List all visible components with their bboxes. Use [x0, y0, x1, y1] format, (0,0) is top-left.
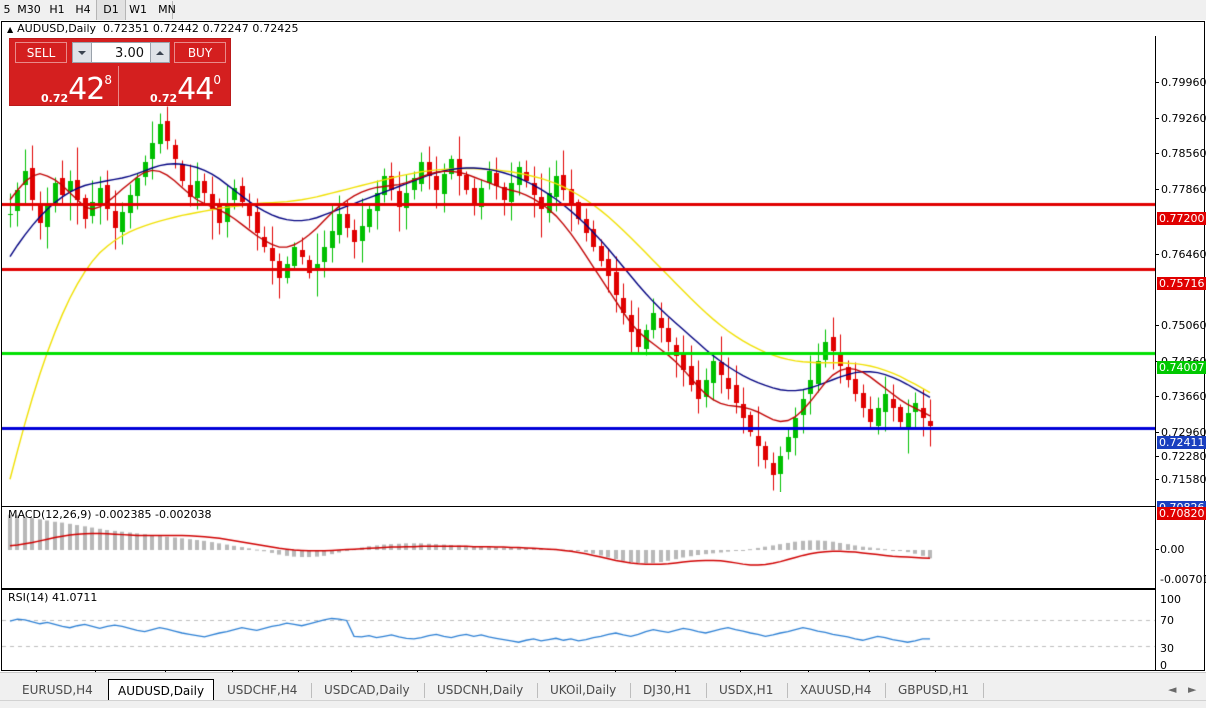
price-tick-label: 0.73660: [1161, 390, 1206, 403]
rsi-label: RSI(14) 41.0711: [8, 591, 98, 604]
price-tick-label: 0.79960: [1161, 76, 1206, 89]
tab-separator: [424, 683, 425, 698]
price-tick-label: 0.76460: [1161, 248, 1206, 261]
timeframe-toolbar: 5 M30 H1 H4 D1 W1 MN: [0, 0, 1206, 20]
level-label-pivot-green[interactable]: 0.74007: [1157, 361, 1206, 374]
price-tick-label: 0.75060: [1161, 319, 1206, 332]
chart-window: ▲ AUDUSD,Daily 0.72351 0.72442 0.72247 0.7…: [1, 21, 1206, 687]
buy-price-prefix: 0.72: [150, 92, 178, 105]
rsi-scale-label: 30: [1160, 642, 1174, 655]
one-click-trading-panel: SELL 3.00 BUY 0.72428 0.72440: [9, 38, 231, 106]
sell-price-quote[interactable]: 0.72428: [13, 66, 119, 106]
volume-increase-button[interactable]: [150, 42, 170, 63]
chart-tab-gbpusd-h1[interactable]: GBPUSD,H1: [898, 683, 969, 697]
price-tick-label: 0.72960: [1161, 426, 1206, 439]
buy-price-fraction: 0: [213, 73, 221, 87]
level-label-resistance-lower[interactable]: 0.75716: [1157, 277, 1206, 290]
timeframe-5[interactable]: 5: [3, 3, 11, 16]
price-tick-label: 0.71580: [1161, 473, 1206, 486]
tab-scroll-next-icon[interactable]: ►: [1188, 683, 1197, 696]
chart-tab-usdcnh-daily[interactable]: USDCNH,Daily: [437, 683, 524, 697]
volume-input[interactable]: 3.00: [92, 42, 150, 63]
macd-pane[interactable]: MACD(12,26,9) -0.002385 -0.002038: [2, 506, 1155, 589]
sell-price-main: 42: [68, 72, 105, 107]
rsi-scale-label: 70: [1160, 614, 1174, 627]
timeframe-w1[interactable]: W1: [129, 3, 147, 16]
timeframe-d1[interactable]: D1: [96, 0, 126, 20]
rsi-pane[interactable]: RSI(14) 41.0711: [2, 589, 1155, 669]
tab-separator: [787, 683, 788, 698]
chevron-up-icon: [156, 50, 164, 55]
macd-label: MACD(12,26,9) -0.002385 -0.002038: [8, 508, 212, 521]
macd-canvas: [2, 507, 1155, 586]
sell-price-prefix: 0.72: [41, 92, 69, 105]
tab-separator: [537, 683, 538, 698]
macd-scale-label: -0.00701: [1160, 573, 1206, 586]
toolbar-separator: [172, 1, 173, 19]
chart-tab-dj30-h1[interactable]: DJ30,H1: [643, 683, 692, 697]
symbol-name: AUDUSD,Daily: [17, 22, 97, 35]
buy-price-main: 44: [177, 72, 214, 107]
chart-tab-bar: EURUSD,H4 AUDUSD,Daily USDCHF,H4 USDCAD,Dai…: [0, 672, 1206, 708]
chevron-down-icon: [78, 50, 86, 55]
timeframe-h1[interactable]: H1: [49, 3, 65, 16]
macd-scale-tick: [1156, 549, 1159, 550]
price-tick-label: 0.72280: [1161, 450, 1206, 463]
price-tick-label: 0.77860: [1161, 183, 1206, 196]
macd-scale-label: 0.00: [1160, 543, 1185, 556]
chart-tab-usdchf-h4[interactable]: USDCHF,H4: [227, 683, 298, 697]
chart-tab-usdx-h1[interactable]: USDX,H1: [719, 683, 774, 697]
level-label-resistance-upper[interactable]: 0.77200: [1157, 212, 1206, 225]
tab-bar-underline: [0, 700, 1206, 701]
symbol-ohlc: 0.72351 0.72442 0.72247 0.72425: [103, 22, 299, 35]
chart-tab-audusd-daily[interactable]: AUDUSD,Daily: [108, 679, 214, 701]
sell-price-fraction: 8: [104, 73, 112, 87]
price-scale[interactable]: 0.79960 0.79260 0.78560 0.77860 0.76460 0.750…: [1155, 36, 1206, 672]
buy-price-quote[interactable]: 0.72440: [122, 66, 227, 106]
rsi-scale-label: 100: [1160, 593, 1181, 606]
price-chart-canvas[interactable]: [2, 36, 1155, 492]
tab-separator: [983, 683, 984, 698]
level-label-current-price[interactable]: 0.72411: [1157, 436, 1206, 449]
volume-stepper[interactable]: 3.00: [72, 42, 170, 63]
tab-separator: [630, 683, 631, 698]
timeframe-m30[interactable]: M30: [17, 3, 41, 16]
trade-controls-row: SELL 3.00 BUY: [10, 39, 230, 66]
chart-tab-xauusd-h4[interactable]: XAUUSD,H4: [800, 683, 872, 697]
level-label-support-red[interactable]: 0.70820: [1157, 507, 1206, 520]
tab-separator: [706, 683, 707, 698]
quote-row: 0.72428 0.72440: [10, 66, 230, 106]
tab-separator: [885, 683, 886, 698]
sell-button[interactable]: SELL: [15, 42, 67, 63]
rsi-canvas: [2, 590, 1155, 668]
price-tick-label: 0.79260: [1161, 112, 1206, 125]
buy-button[interactable]: BUY: [174, 42, 226, 63]
rsi-scale-label: 0: [1160, 659, 1167, 672]
chart-tab-ukoil-daily[interactable]: UKOil,Daily: [550, 683, 617, 697]
timeframe-h4[interactable]: H4: [75, 3, 91, 16]
price-pane[interactable]: [2, 36, 1155, 492]
chart-tab-usdcad-daily[interactable]: USDCAD,Daily: [324, 683, 410, 697]
price-tick-label: 0.78560: [1161, 147, 1206, 160]
symbol-info-bar: ▲ AUDUSD,Daily 0.72351 0.72442 0.72247 0.7…: [2, 22, 1204, 36]
tab-scroll-prev-icon[interactable]: ◄: [1168, 683, 1177, 696]
collapse-triangle-icon[interactable]: ▲: [7, 25, 14, 34]
timeframe-mn[interactable]: MN: [158, 3, 176, 16]
volume-decrease-button[interactable]: [72, 42, 92, 63]
tab-separator: [311, 683, 312, 698]
chart-tab-eurusd-h4[interactable]: EURUSD,H4: [22, 683, 93, 697]
